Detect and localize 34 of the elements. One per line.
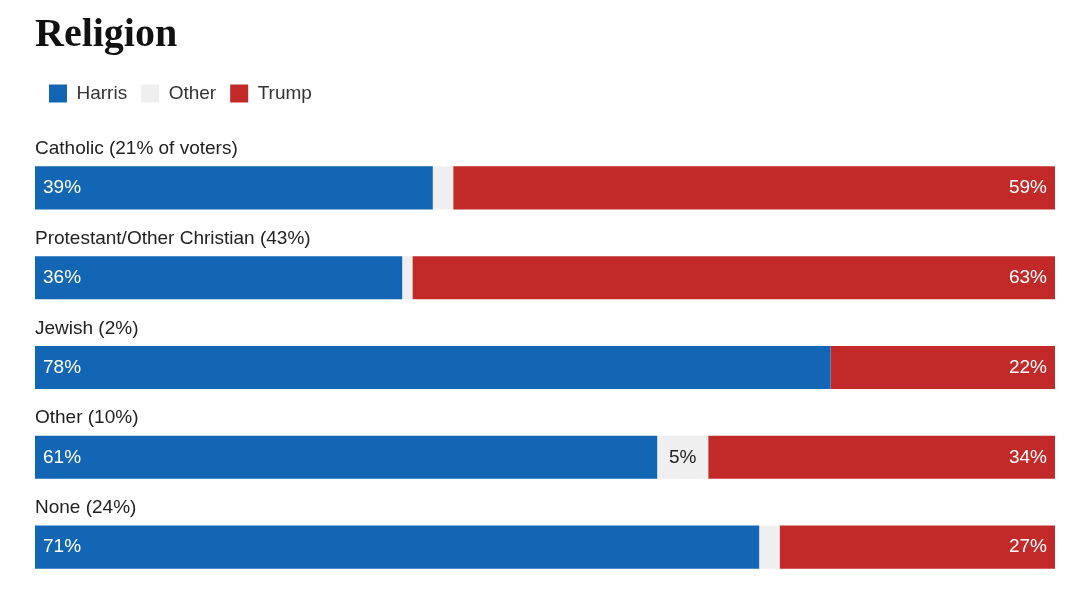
y-tick-label: Jewish (2%) [35,316,139,338]
bar [432,166,454,210]
data-label: 5% [668,445,697,467]
data-label: 34% [1008,445,1048,467]
data-label: 39% [43,176,82,198]
bar [708,435,1055,479]
y-tick-label: Other (10%) [35,406,139,428]
bar [35,256,403,300]
data-label: 78% [43,355,82,377]
bar [35,525,760,569]
data-label: 61% [43,445,82,467]
bar [35,345,831,390]
bar [657,435,709,479]
data-label: 59% [1008,176,1048,198]
data-label: 27% [1008,535,1048,557]
bar [412,256,1055,300]
chart-title: Religion [35,10,178,56]
legend-label: Trump [257,81,312,103]
data-label: 22% [1008,355,1048,377]
bar [402,256,413,300]
data-label: 63% [1008,265,1048,287]
bar [779,525,1055,569]
bar [453,166,1055,210]
y-tick-label: Protestant/Other Christian (43%) [35,226,311,248]
bar [830,345,1055,390]
bar [35,435,658,479]
data-label: 71% [43,535,82,557]
bar [35,166,433,210]
legend-label: Other [168,81,217,103]
y-tick-label: Catholic (21% of voters) [35,137,238,159]
bar [759,525,780,569]
data-label: 36% [43,265,82,287]
legend-label: Harris [76,81,128,103]
y-tick-label: None (24%) [35,496,137,518]
